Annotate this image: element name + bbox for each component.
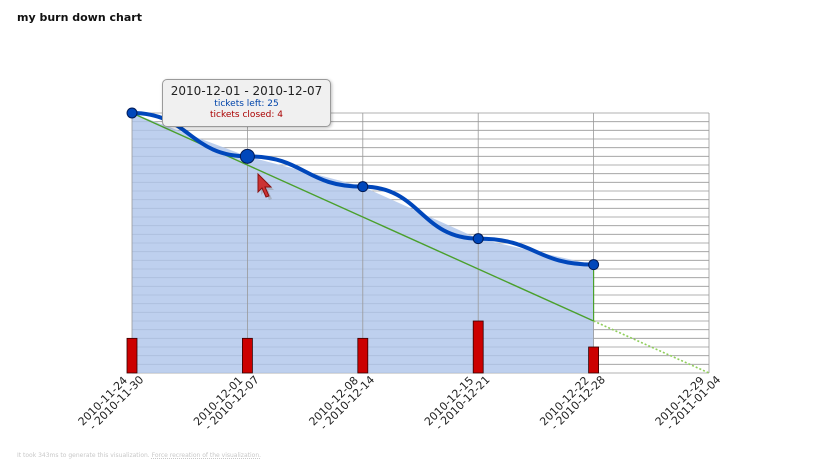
x-tick-label: 2010-12-15- 2010-12-21 bbox=[422, 365, 493, 436]
closed-bar bbox=[241, 337, 253, 374]
page-title: my burn down chart bbox=[17, 11, 142, 24]
footer-text: It took 343ms to generate this visualiza… bbox=[17, 452, 150, 459]
closed-bar bbox=[357, 337, 369, 374]
closed-bar bbox=[126, 337, 138, 374]
remaining-points bbox=[126, 107, 600, 271]
tooltip-tickets-closed: tickets closed: 4 bbox=[210, 110, 283, 120]
data-point bbox=[472, 233, 484, 245]
closed-bar bbox=[588, 346, 599, 374]
data-tooltip: 2010-12-01 - 2010-12-07 tickets left: 25… bbox=[162, 79, 331, 127]
x-tick-label: 2010-12-01- 2010-12-07 bbox=[191, 365, 262, 436]
closed-bars bbox=[126, 320, 599, 374]
x-axis-labels: 2010-11-24- 2010-11-30 2010-12-01- 2010-1… bbox=[76, 365, 724, 436]
data-point bbox=[357, 181, 369, 193]
x-tick-label: 2010-11-24- 2010-11-30 bbox=[76, 365, 147, 436]
mouse-pointer-icon bbox=[257, 172, 274, 200]
ideal-segment bbox=[477, 268, 594, 322]
tooltip-range: 2010-12-01 - 2010-12-07 bbox=[170, 84, 323, 98]
ideal-segment bbox=[247, 164, 364, 218]
tooltip-tickets-left: tickets left: 25 bbox=[214, 99, 279, 109]
force-recreate-link[interactable]: Force recreation of the visualization. bbox=[151, 452, 262, 459]
highlighted-data-point bbox=[239, 148, 255, 164]
x-tick-label: 2010-12-29- 2011-01-04 bbox=[653, 365, 724, 436]
closed-bar bbox=[472, 320, 484, 374]
ideal-segment bbox=[362, 216, 479, 270]
data-point bbox=[126, 107, 138, 119]
x-tick-label: 2010-12-08- 2010-12-14 bbox=[307, 365, 378, 436]
data-point bbox=[588, 259, 600, 271]
x-tick-label: 2010-12-22- 2010-12-28 bbox=[537, 365, 608, 436]
ideal-projection-segment bbox=[593, 320, 710, 374]
footer: It took 343ms to generate this visualiza… bbox=[17, 452, 261, 459]
